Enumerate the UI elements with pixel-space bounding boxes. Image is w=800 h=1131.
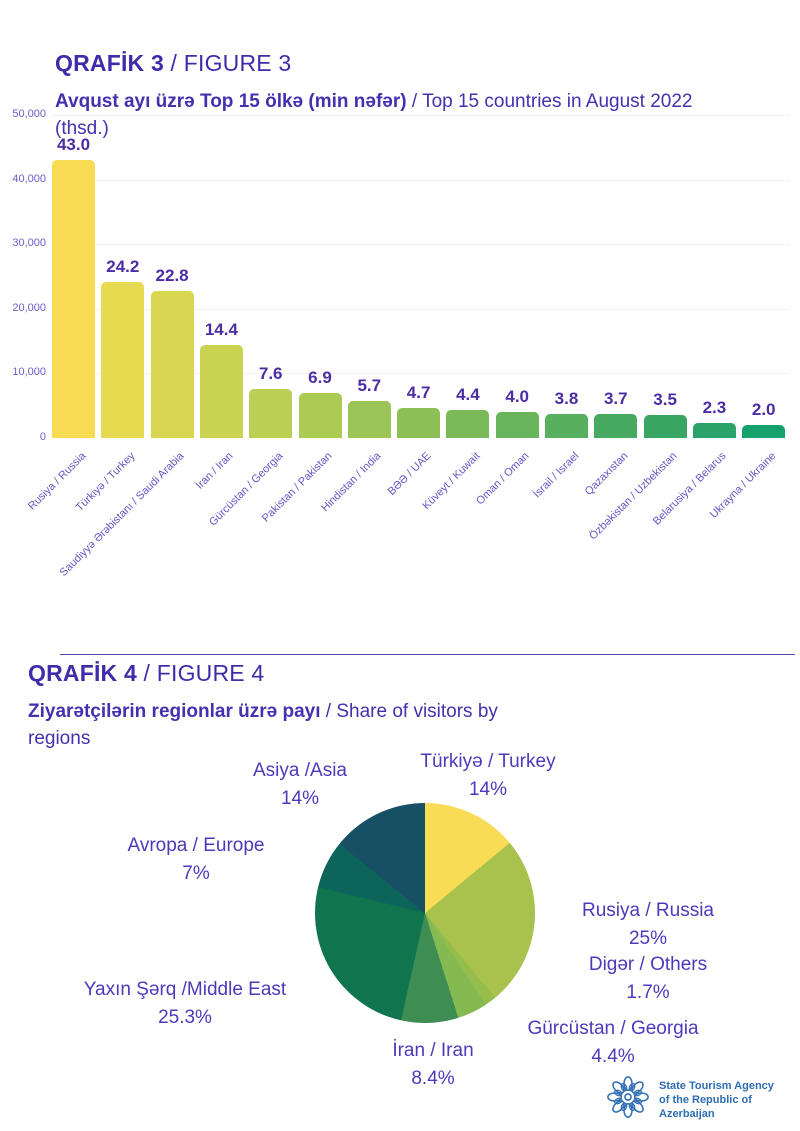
pie-label-asia: Asiya /Asia 14% bbox=[200, 757, 400, 813]
pie-label-turkey-pct: 14% bbox=[468, 779, 508, 800]
figure4-title-az: QRAFİK 4 bbox=[28, 660, 137, 686]
bar-value-label: 4.7 bbox=[406, 382, 431, 402]
pie-label-middle-east: Yaxın Şərq /Middle East 25.3% bbox=[35, 976, 335, 1032]
agency-name: State Tourism Agency of the Republic of A… bbox=[659, 1079, 800, 1121]
bar bbox=[150, 290, 194, 438]
bar bbox=[101, 281, 145, 438]
bar-value-label: 4.0 bbox=[505, 387, 529, 407]
pie-label-europe-pct: 7% bbox=[182, 863, 210, 884]
figure4-subtitle: Ziyarətçilərin regionlar üzrə payı / Sha… bbox=[28, 698, 628, 752]
bar bbox=[742, 425, 786, 438]
pie-label-georgia-name: Gürcüstan / Georgia bbox=[527, 1018, 699, 1039]
bar-value-label: 3.5 bbox=[653, 390, 677, 410]
figure4-subtitle-az: Ziyarətçilərin regionlar üzrə payı bbox=[28, 701, 321, 722]
figure3-subtitle-en: / Top 15 countries in August 2022 bbox=[406, 91, 693, 112]
grid-line bbox=[52, 373, 790, 375]
pie-label-europe: Avropa / Europe 7% bbox=[76, 832, 316, 888]
grid-line bbox=[52, 115, 790, 116]
bar bbox=[495, 412, 539, 438]
agency-name-line2: of the Republic of Azerbaijan bbox=[659, 1093, 752, 1120]
bar bbox=[52, 160, 95, 438]
bar bbox=[298, 393, 342, 438]
figure3-subtitle: Avqust ayı üzrə Top 15 ölkə (min nəfər) … bbox=[55, 88, 795, 142]
pie-label-others-pct: 1.7% bbox=[626, 982, 670, 1003]
bar-value-label: 24.2 bbox=[106, 256, 140, 276]
pie-label-middle-east-pct: 25.3% bbox=[158, 1007, 212, 1028]
bar bbox=[545, 413, 588, 438]
bar-chart: 0 10,000 20,000 30,000 40,000 50,000 43.0 Rusiy… bbox=[12, 108, 790, 579]
pie-label-turkey-name: Türkiyə / Turkey bbox=[420, 751, 556, 772]
pie-label-asia-name: Asiya /Asia bbox=[253, 760, 347, 781]
agency-logo-icon bbox=[605, 1074, 651, 1125]
bar-value-label: 4.4 bbox=[456, 384, 480, 404]
grid-line bbox=[52, 244, 790, 246]
figure3-subtitle-unit: (thsd.) bbox=[55, 118, 109, 139]
figure3-title-az: QRAFİK 3 bbox=[55, 50, 164, 76]
bar bbox=[347, 401, 391, 438]
pie-label-russia-pct: 25% bbox=[628, 928, 668, 949]
pie-label-iran-name: İran / Iran bbox=[392, 1040, 474, 1061]
pie-label-middle-east-name: Yaxın Şərq /Middle East bbox=[83, 979, 287, 1000]
figure3-title: QRAFİK 3 / FIGURE 3 bbox=[55, 50, 291, 77]
grid-line bbox=[52, 308, 790, 310]
y-axis-tick-label: 10,000 bbox=[12, 366, 46, 379]
bar-value-label: 2.3 bbox=[702, 398, 727, 418]
figure4-title: QRAFİK 4 / FIGURE 4 bbox=[28, 660, 264, 687]
y-axis-tick-label: 30,000 bbox=[12, 237, 46, 250]
figure4-title-en: / FIGURE 4 bbox=[136, 660, 265, 686]
section-divider bbox=[60, 654, 795, 655]
y-axis-tick-label: 50,000 bbox=[12, 108, 46, 120]
pie-label-others: Digər / Others 1.7% bbox=[528, 951, 768, 1007]
y-axis-tick-label: 0 bbox=[39, 431, 46, 443]
figure3-title-en: / FIGURE 3 bbox=[163, 50, 292, 76]
grid-line bbox=[52, 179, 790, 181]
bar bbox=[692, 423, 736, 438]
agency-name-line1: State Tourism Agency bbox=[659, 1079, 774, 1092]
bar bbox=[643, 415, 687, 438]
pie-label-iran-pct: 8.4% bbox=[411, 1068, 455, 1089]
pie-label-others-name: Digər / Others bbox=[588, 954, 708, 975]
bar bbox=[446, 409, 490, 438]
bar bbox=[594, 414, 638, 438]
pie-chart bbox=[315, 803, 535, 1023]
bar-value-label: 3.7 bbox=[603, 389, 628, 409]
bar-value-label: 3.8 bbox=[554, 388, 579, 408]
pie-label-georgia: Gürcüstan / Georgia 4.4% bbox=[483, 1015, 743, 1071]
bar-value-label: 5.7 bbox=[357, 376, 382, 396]
pie-label-turkey: Türkiyə / Turkey 14% bbox=[388, 748, 588, 804]
pie-label-georgia-pct: 4.4% bbox=[591, 1046, 635, 1067]
bar bbox=[397, 407, 441, 438]
pie-label-russia: Rusiya / Russia 25% bbox=[528, 897, 768, 953]
pie-label-europe-name: Avropa / Europe bbox=[127, 835, 265, 856]
footer-branding: State Tourism Agency of the Republic of A… bbox=[605, 1074, 800, 1125]
bar-value-label: 14.4 bbox=[204, 320, 238, 339]
bar-value-label: 6.9 bbox=[308, 368, 332, 388]
bar-value-label: 22.8 bbox=[155, 265, 189, 285]
y-axis-tick-label: 40,000 bbox=[12, 172, 46, 185]
bar-value-label: 43.0 bbox=[56, 135, 91, 155]
bar-value-label: 2.0 bbox=[751, 400, 776, 420]
y-axis-tick-label: 20,000 bbox=[12, 301, 46, 314]
figure4-subtitle-en2: regions bbox=[28, 728, 91, 749]
bar bbox=[249, 388, 293, 438]
figure4-subtitle-en: / Share of visitors by bbox=[320, 701, 498, 722]
bar-value-label: 7.6 bbox=[258, 363, 283, 383]
pie-label-russia-name: Rusiya / Russia bbox=[582, 900, 714, 921]
bar bbox=[199, 345, 243, 438]
pie-label-asia-pct: 14% bbox=[280, 788, 320, 809]
figure3-subtitle-az: Avqust ayı üzrə Top 15 ölkə (min nəfər) bbox=[55, 91, 407, 112]
pie-label-iran: İran / Iran 8.4% bbox=[343, 1037, 523, 1093]
